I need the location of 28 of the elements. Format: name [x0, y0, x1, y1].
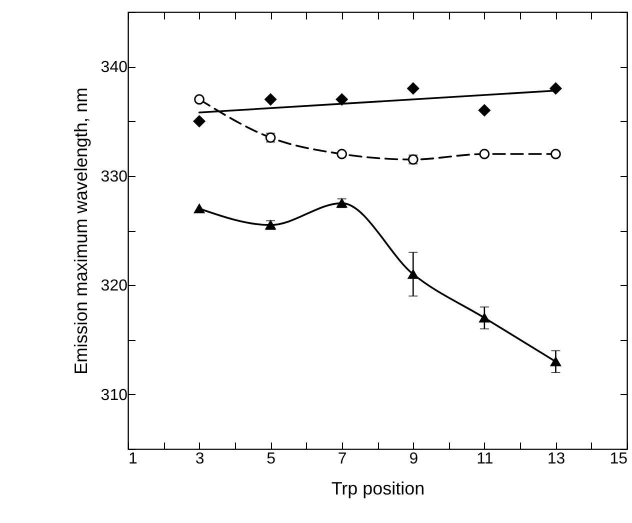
point	[407, 82, 420, 94]
point	[194, 204, 205, 214]
point	[408, 270, 418, 279]
x-tick-label: 1	[128, 450, 138, 468]
point	[264, 93, 277, 106]
point	[194, 94, 205, 105]
y-tick-label: 310	[100, 386, 128, 404]
y-axis-title: Emission maximum wavelength, nm	[70, 87, 91, 375]
y-tick-label: 340	[100, 59, 128, 76]
point	[479, 313, 490, 323]
y-tick-label: 320	[100, 278, 128, 295]
point	[336, 93, 348, 106]
x-tick-label: 5	[266, 450, 276, 468]
point	[336, 148, 348, 160]
x-tick-label: 9	[409, 450, 418, 468]
x-tick-label: 3	[195, 450, 204, 468]
point	[550, 82, 562, 94]
point	[193, 115, 206, 128]
point	[479, 148, 490, 160]
y-tick-label: 330	[100, 168, 128, 186]
x-tick-label: 7	[338, 450, 347, 468]
point	[550, 356, 561, 366]
x-tick-label: 11	[476, 450, 494, 468]
x-tick-label: 15	[610, 450, 628, 468]
point	[550, 148, 561, 160]
x-tick-label: 13	[547, 450, 566, 468]
x-axis-title: Trp position	[331, 478, 425, 498]
point	[478, 104, 490, 116]
